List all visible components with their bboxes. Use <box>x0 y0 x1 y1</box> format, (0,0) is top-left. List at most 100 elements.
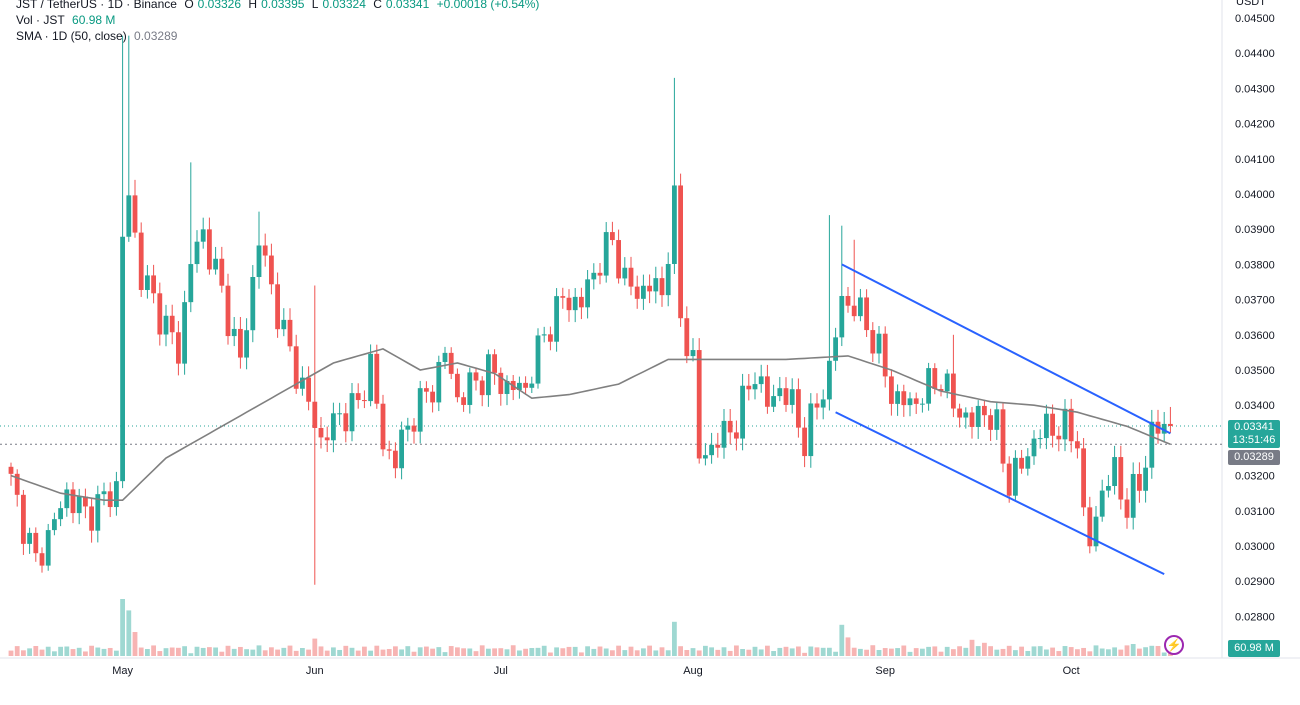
candle-body <box>58 508 63 520</box>
volume-bar <box>585 646 590 656</box>
candle-body <box>789 389 795 405</box>
candle-body <box>597 272 603 276</box>
candle-body <box>157 293 163 335</box>
y-tick-label: 0.03100 <box>1235 506 1275 518</box>
volume-bar <box>523 648 528 656</box>
candle-body <box>182 302 187 364</box>
volume-bar <box>349 647 355 656</box>
volume-bar <box>455 647 460 656</box>
volume-bar <box>83 651 88 656</box>
candle-body <box>696 350 702 459</box>
y-tick-label: 0.02800 <box>1235 611 1275 623</box>
volume-bar <box>988 646 993 656</box>
volume-bar <box>21 650 26 656</box>
y-tick-label: 0.03900 <box>1235 224 1275 236</box>
candle-body <box>951 373 956 409</box>
volume-bar <box>250 649 256 656</box>
volume-bar <box>715 649 721 656</box>
candle-body <box>1050 413 1055 436</box>
y-tick-label: 0.04500 <box>1235 13 1275 25</box>
volume-bar <box>200 647 206 656</box>
volume-bar <box>120 599 125 656</box>
volume-bar <box>926 646 931 656</box>
volume-bar <box>244 649 249 656</box>
candle-body <box>1013 457 1018 496</box>
candle-body <box>467 372 473 405</box>
volume-bar <box>213 647 218 656</box>
candle-body <box>504 380 510 394</box>
volume-bar <box>529 648 535 656</box>
volume-bar <box>901 645 907 656</box>
candle-body <box>610 232 615 241</box>
volume-bar <box>33 646 39 656</box>
candle-body <box>151 275 156 294</box>
candle-body <box>318 427 324 438</box>
symbol-label: JST / TetherUS · 1D · Binance <box>16 0 177 11</box>
volume-bar <box>182 646 187 656</box>
volume-bar <box>802 652 807 656</box>
volume-bar <box>430 648 435 656</box>
candle-body <box>256 245 262 278</box>
volume-bar <box>492 648 497 656</box>
volume-bar <box>386 649 392 656</box>
volume-bar <box>889 648 894 656</box>
volume-bar <box>938 651 944 656</box>
candle-body <box>89 506 94 531</box>
volume-bar <box>814 647 820 656</box>
candle-body <box>417 388 423 432</box>
volume-bar <box>151 645 156 656</box>
sma-value: 0.03289 <box>134 29 178 43</box>
volume-bar <box>473 651 479 656</box>
volume-bar <box>876 650 882 656</box>
volume-bar <box>932 646 938 656</box>
volume-bar <box>337 649 342 656</box>
candle-body <box>132 195 138 233</box>
candle-body <box>399 429 404 469</box>
lightning-icon[interactable]: ⚡ <box>1164 635 1184 655</box>
volume-bar <box>1000 648 1006 656</box>
candle-body <box>845 295 851 306</box>
volume-bar <box>498 648 504 656</box>
candle-body <box>603 232 609 276</box>
volume-bar <box>281 647 287 656</box>
candle-body <box>690 350 696 357</box>
y-tick-label: 0.02900 <box>1235 576 1275 588</box>
candle-body <box>591 272 597 280</box>
volume-bar <box>1056 651 1062 656</box>
x-tick-label: Jul <box>494 665 508 677</box>
volume-bar <box>324 650 330 656</box>
candle-body <box>1124 499 1130 518</box>
candle-body <box>777 388 783 397</box>
candle-body <box>833 337 838 361</box>
volume-bar <box>14 646 20 656</box>
candle-body <box>554 296 559 342</box>
volume-bar <box>851 647 857 656</box>
countdown-value: 13:51:46 <box>1232 434 1276 446</box>
open-value: 0.03326 <box>197 0 242 11</box>
volume-bar <box>554 647 559 656</box>
candle-body <box>566 297 572 311</box>
candle-body <box>672 185 677 264</box>
volume-bar <box>944 646 950 656</box>
candle-body <box>957 408 962 418</box>
y-tick-label: 0.04300 <box>1235 83 1275 95</box>
volume-bar <box>8 650 14 656</box>
sma-price-tag: 0.03289 <box>1228 450 1280 465</box>
volume-bar <box>138 647 144 656</box>
volume-bar <box>678 646 683 656</box>
volume-bar <box>1050 647 1055 656</box>
volume-bar <box>163 648 169 656</box>
y-tick-label: 0.03500 <box>1235 365 1275 377</box>
volume-bar <box>783 646 789 656</box>
volume-bar <box>839 624 845 656</box>
volume-bar <box>355 650 361 656</box>
volume-bar <box>479 645 485 656</box>
volume-bar <box>52 651 57 656</box>
volume-bar <box>114 650 119 656</box>
volume-bar <box>269 647 274 656</box>
candle-body <box>1143 467 1148 491</box>
close-label: C <box>373 0 382 11</box>
volume-bar <box>1161 652 1167 656</box>
